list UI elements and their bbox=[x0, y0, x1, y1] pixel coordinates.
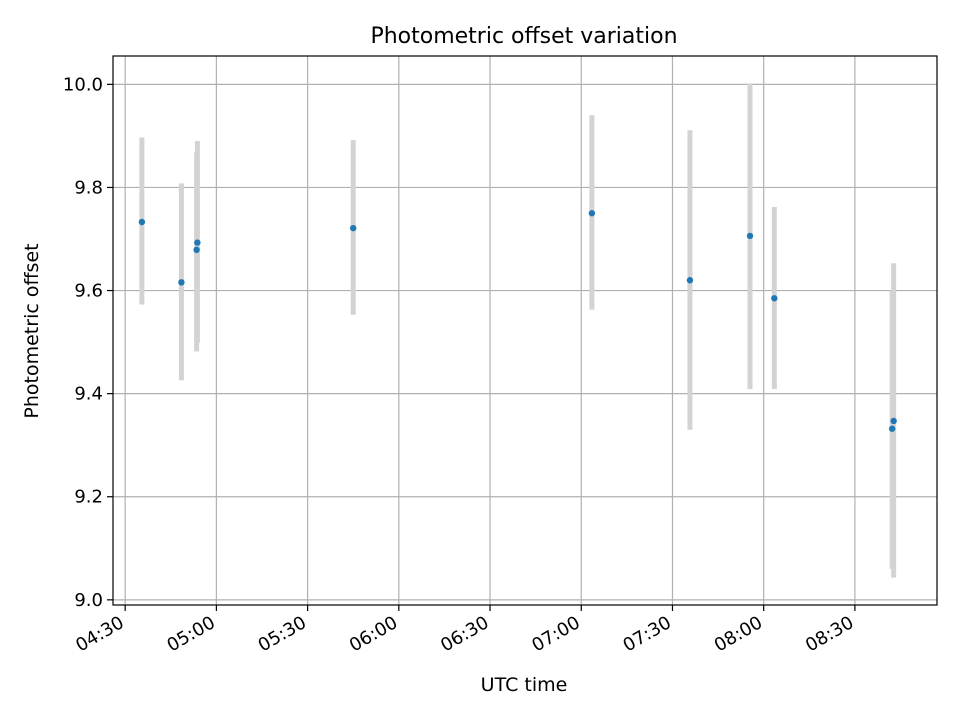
y-tick-label: 9.0 bbox=[74, 590, 103, 611]
x-tick-label: 05:00 bbox=[163, 612, 218, 656]
x-tick-label: 05:30 bbox=[255, 612, 310, 656]
x-tick-label: 07:30 bbox=[620, 612, 675, 656]
data-point bbox=[350, 224, 357, 232]
data-point bbox=[194, 239, 201, 246]
x-tick-label: 07:00 bbox=[528, 612, 583, 656]
data-point bbox=[178, 279, 185, 286]
data-point bbox=[193, 246, 200, 254]
y-axis-ticks: 9.0 9.2 9.4 9.6 9.8 10.0 bbox=[63, 74, 113, 611]
x-axis-label: UTC time bbox=[481, 674, 568, 696]
y-tick-label: 9.4 bbox=[74, 384, 103, 405]
y-axis-label: Photometric offset bbox=[21, 243, 43, 418]
data-point bbox=[771, 295, 778, 302]
x-tick-label: 08:00 bbox=[711, 612, 766, 656]
x-tick-label: 06:30 bbox=[437, 612, 492, 656]
x-axis-ticks: 04:30 05:00 05:30 06:00 06:30 07:00 07:30 08:00… bbox=[72, 605, 857, 656]
x-tick-label: 06:00 bbox=[346, 612, 401, 656]
data-point bbox=[686, 277, 694, 284]
error-bars bbox=[139, 83, 897, 578]
x-tick-label: 08:30 bbox=[802, 612, 857, 656]
data-point bbox=[588, 210, 596, 217]
data-points bbox=[138, 210, 897, 432]
plot-frame bbox=[112, 55, 938, 606]
grid-lines bbox=[113, 56, 937, 605]
data-point bbox=[138, 218, 146, 226]
y-tick-label: 9.8 bbox=[74, 177, 103, 198]
y-tick-label: 9.2 bbox=[74, 487, 103, 508]
chart-title: Photometric offset variation bbox=[370, 24, 677, 49]
data-point bbox=[888, 425, 896, 432]
x-tick-label: 04:30 bbox=[72, 612, 127, 656]
data-point bbox=[890, 417, 897, 425]
y-tick-label: 10.0 bbox=[63, 74, 103, 95]
data-point bbox=[746, 232, 754, 240]
y-tick-label: 9.6 bbox=[74, 281, 103, 302]
